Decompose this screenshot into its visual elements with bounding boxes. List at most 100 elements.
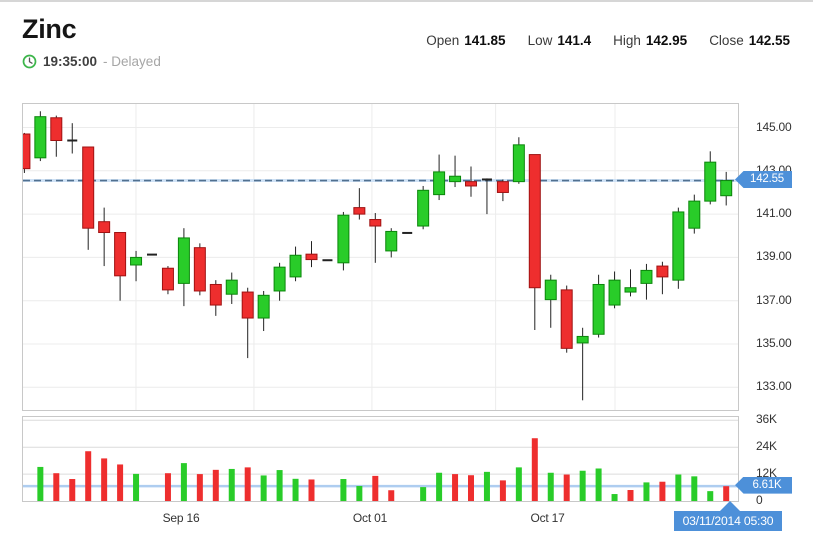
volume-bar-down[interactable] [468,475,474,501]
volume-bar-up[interactable] [37,466,44,501]
quote-time-row: 19:35:00 - Delayed [22,54,161,69]
volume-bar-up[interactable] [643,482,650,501]
candle-up[interactable] [289,254,302,278]
candle-up[interactable] [672,211,685,281]
volume-bar-up[interactable] [180,463,187,501]
candle-up[interactable] [512,144,525,183]
volume-bar-down[interactable] [499,480,506,501]
volume-bar-down[interactable] [388,490,395,501]
volume-bar-down[interactable] [85,451,92,501]
candle-down[interactable] [241,291,254,319]
doji-candle[interactable] [67,139,78,142]
candle-down[interactable] [496,181,509,193]
candle-down[interactable] [209,283,222,306]
clock-icon [22,54,37,69]
volume-bar-down[interactable] [372,475,379,501]
volume-bar-down[interactable] [659,481,666,501]
doji-candle[interactable] [402,231,413,234]
doji-candle[interactable] [322,259,333,262]
volume-bar-up[interactable] [420,487,427,501]
candle-down[interactable] [82,146,95,229]
volume-tick-label: 12K [756,466,777,481]
volume-bar-down[interactable] [164,473,171,501]
volume-bar-up[interactable] [436,472,443,501]
volume-bar-down[interactable] [563,474,570,501]
volume-bar-up[interactable] [260,475,267,501]
volume-panel[interactable] [22,416,739,502]
candle-down[interactable] [560,289,573,349]
volume-bar-down[interactable] [627,490,634,501]
volume-bar-down[interactable] [723,486,730,501]
candle-down[interactable] [305,253,318,261]
volume-bar-down[interactable] [212,469,219,501]
candle-up[interactable] [130,256,143,266]
date-tick-label: Oct 01 [352,511,388,525]
volume-bar-up[interactable] [595,468,602,501]
volume-bar-up[interactable] [611,494,618,501]
volume-bar-down[interactable] [531,438,538,501]
volume-bar-down[interactable] [101,458,108,501]
candle-down[interactable] [161,267,174,291]
price-tick-label: 133.00 [756,379,792,394]
candle-down[interactable] [353,207,366,215]
doji-candle[interactable] [481,178,492,181]
volume-bar-up[interactable] [356,485,363,501]
volume-bar-down[interactable] [117,464,124,501]
volume-bar-down[interactable] [452,474,459,501]
volume-bar-up[interactable] [547,472,554,501]
candle-up[interactable] [624,287,637,293]
candle-down[interactable] [465,181,477,187]
volume-bar-up[interactable] [292,478,299,501]
volume-bar-up[interactable] [133,473,140,501]
candle-up[interactable] [720,180,733,197]
price-tick-label: 137.00 [756,292,792,307]
candle-up[interactable] [417,189,430,227]
ohlc-low: Low 141.4 [527,33,592,48]
ohlc-close: Close 142.55 [709,33,790,48]
candle-down[interactable] [23,133,31,170]
volume-bar-down[interactable] [244,467,251,501]
volume-bar-down[interactable] [69,479,76,501]
volume-bar-down[interactable] [308,479,315,501]
price-tick-label: 145.00 [756,119,792,134]
doji-candle[interactable] [147,253,157,256]
volume-bar-down[interactable] [53,473,60,501]
candle-up[interactable] [273,266,286,292]
volume-bar-up[interactable] [483,471,490,501]
date-tick-label: Oct 17 [530,511,565,525]
candle-up[interactable] [704,161,717,202]
price-panel[interactable] [22,103,739,411]
candle-down[interactable] [50,117,63,142]
candle-down[interactable] [369,219,382,227]
volume-bar-up[interactable] [276,470,283,501]
volume-bar-up[interactable] [340,479,347,501]
candle-up[interactable] [225,279,238,295]
volume-bar-up[interactable] [579,470,586,501]
candle-up[interactable] [640,269,653,284]
candle-up[interactable] [433,171,446,196]
candle-down[interactable] [114,232,127,277]
candle-down[interactable] [98,221,111,234]
candle-up[interactable] [34,116,47,159]
candle-up[interactable] [576,335,589,344]
candle-up[interactable] [688,200,701,229]
candle-down[interactable] [656,265,669,278]
volume-bar-up[interactable] [515,467,522,501]
candle-up[interactable] [177,237,190,284]
candle-up[interactable] [385,230,398,252]
volume-bar-up[interactable] [707,491,714,501]
candle-up[interactable] [608,279,621,306]
candle-up[interactable] [544,279,557,301]
volume-bar-up[interactable] [691,476,698,501]
candle-down[interactable] [528,154,541,289]
candle-down[interactable] [193,247,206,292]
candle-up[interactable] [257,294,270,319]
ohlc-summary: Open 141.85 Low 141.4 High 142.95 Close 142.… [426,33,790,48]
candle-up[interactable] [449,175,462,183]
volume-bar-up[interactable] [228,468,235,501]
volume-bar-up[interactable] [675,474,682,501]
volume-bar-down[interactable] [196,474,203,501]
candle-up[interactable] [337,214,350,264]
candle-up[interactable] [592,283,605,335]
